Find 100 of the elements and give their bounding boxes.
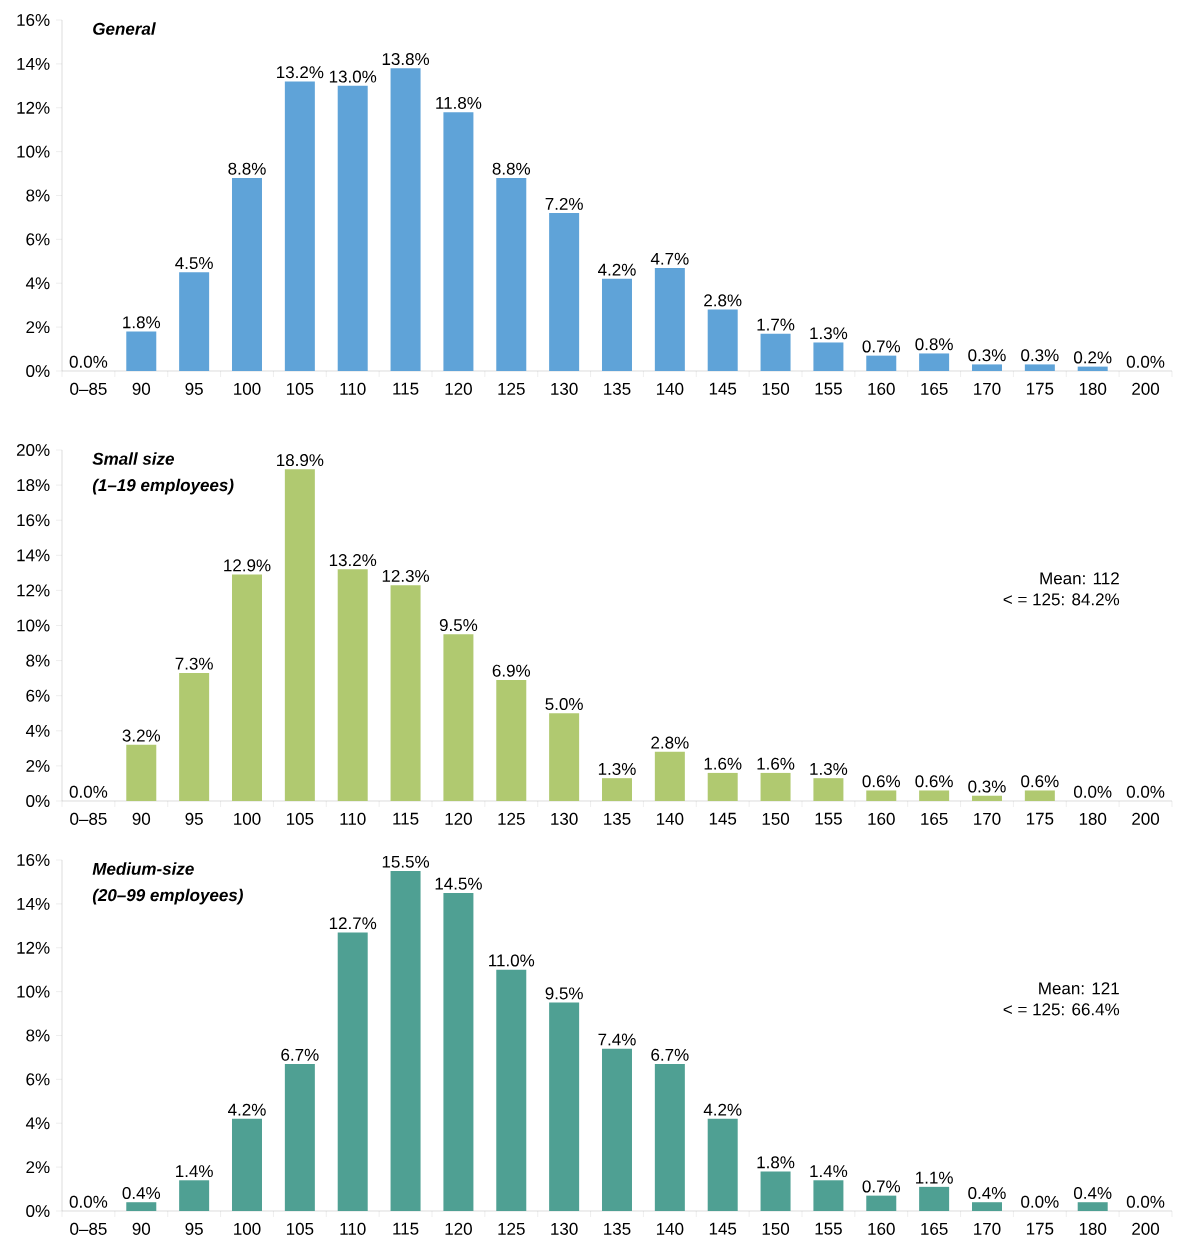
data-label: 9.5%	[545, 987, 583, 1000]
bar	[1077, 366, 1108, 371]
x-tick-label: 155	[815, 382, 842, 395]
bar	[126, 331, 157, 371]
data-label: 0.6%	[915, 775, 953, 788]
bar	[919, 790, 950, 801]
y-tick-label: 2%	[26, 321, 50, 334]
bar	[866, 355, 897, 371]
bar	[126, 744, 157, 801]
x-tick-label: 180	[1079, 382, 1107, 395]
bar	[919, 353, 950, 371]
x-tick-label: 90	[132, 1222, 151, 1235]
data-label: 0.0%	[69, 1195, 108, 1208]
data-label: 1.4%	[176, 1165, 213, 1178]
bar	[1024, 790, 1055, 801]
data-label: 0.0%	[69, 785, 108, 798]
y-tick-label: 6%	[26, 689, 50, 702]
x-tick-label: 165	[921, 1222, 948, 1235]
data-label: 9.5%	[439, 619, 478, 632]
data-label: 1.3%	[810, 762, 848, 775]
y-tick-label: 2%	[26, 759, 50, 772]
data-label: 1.1%	[916, 1171, 953, 1184]
x-tick-label: 105	[286, 812, 314, 825]
data-label: 0.3%	[968, 349, 1006, 362]
bar	[760, 772, 791, 801]
annotation: Mean: 112	[1040, 572, 1119, 585]
data-label: 15.5%	[382, 855, 430, 868]
data-label: 0.8%	[915, 338, 953, 351]
bar	[919, 1186, 950, 1211]
data-label: 0.0%	[1126, 355, 1165, 368]
x-tick-label: 120	[445, 1222, 472, 1235]
bar	[284, 469, 315, 801]
data-label: 0.0%	[1073, 785, 1112, 798]
data-label: 1.8%	[123, 316, 161, 329]
bar	[1077, 1202, 1108, 1211]
x-tick-label: 125	[498, 812, 525, 825]
y-tick-label: 12%	[17, 584, 50, 597]
bar	[232, 574, 262, 801]
x-tick-label: 95	[185, 1222, 203, 1235]
y-tick-label: 4%	[25, 724, 50, 737]
y-tick-label: 18%	[17, 479, 50, 492]
data-label: 18.9%	[277, 454, 324, 467]
bar	[443, 892, 474, 1211]
chart-title: Small size	[92, 452, 175, 465]
data-label: 1.4%	[810, 1165, 848, 1178]
data-label: 8.8%	[228, 162, 266, 175]
x-tick-label: 200	[1132, 812, 1160, 825]
y-tick-label: 14%	[17, 57, 50, 70]
data-label: 0.6%	[862, 775, 901, 788]
data-label: 3.2%	[122, 729, 161, 742]
bar	[390, 870, 421, 1211]
x-tick-label: 90	[132, 382, 151, 395]
bar	[179, 272, 210, 371]
data-label: 0.4%	[122, 1186, 161, 1200]
x-tick-label: 0–85	[70, 1222, 107, 1235]
bar	[654, 751, 685, 801]
data-label: 13.2%	[277, 66, 324, 79]
y-tick-label: 10%	[17, 145, 50, 158]
x-tick-label: 90	[132, 812, 151, 825]
data-label: 0.0%	[1021, 1195, 1059, 1208]
bar	[707, 772, 738, 801]
x-tick-label: 140	[656, 382, 684, 395]
data-label: 5.0%	[545, 698, 583, 711]
bar	[813, 778, 844, 801]
data-label: 1.6%	[757, 757, 795, 770]
data-label: 1.6%	[704, 757, 742, 770]
bar	[971, 1202, 1002, 1211]
bar	[601, 778, 632, 801]
bar	[232, 177, 262, 371]
data-label: 11.8%	[436, 96, 482, 109]
x-tick-label: 115	[393, 1222, 419, 1235]
y-tick-label: 12%	[17, 101, 50, 114]
data-label: 4.5%	[175, 257, 213, 270]
bar	[496, 969, 527, 1211]
bar	[813, 342, 844, 371]
bar	[179, 672, 210, 801]
chart-title: General	[93, 22, 156, 35]
x-tick-label: 155	[815, 812, 842, 825]
x-tick-label: 170	[974, 1222, 1001, 1235]
bar	[390, 68, 421, 371]
x-tick-label: 130	[551, 1222, 578, 1235]
data-label: 0.7%	[862, 340, 901, 353]
data-label: 4.2%	[598, 263, 636, 276]
bar	[496, 679, 527, 801]
x-tick-label: 120	[445, 382, 472, 395]
x-tick-label: 105	[286, 1222, 314, 1235]
data-label: 7.2%	[545, 197, 583, 210]
x-tick-label: 150	[762, 382, 790, 395]
data-label: 0.4%	[1073, 1186, 1112, 1200]
bar	[813, 1180, 844, 1211]
x-tick-label: 110	[340, 1222, 366, 1235]
x-tick-label: 135	[604, 382, 631, 395]
text: (20–99 employees)	[92, 888, 243, 905]
bar	[284, 81, 315, 371]
x-tick-label: 125	[498, 382, 525, 395]
data-label: 4.7%	[650, 252, 689, 265]
data-label: 12.3%	[382, 569, 430, 582]
annotation: < = 125: 66.4%	[1003, 1003, 1120, 1016]
x-tick-label: 115	[393, 382, 419, 395]
bar	[866, 1195, 897, 1211]
